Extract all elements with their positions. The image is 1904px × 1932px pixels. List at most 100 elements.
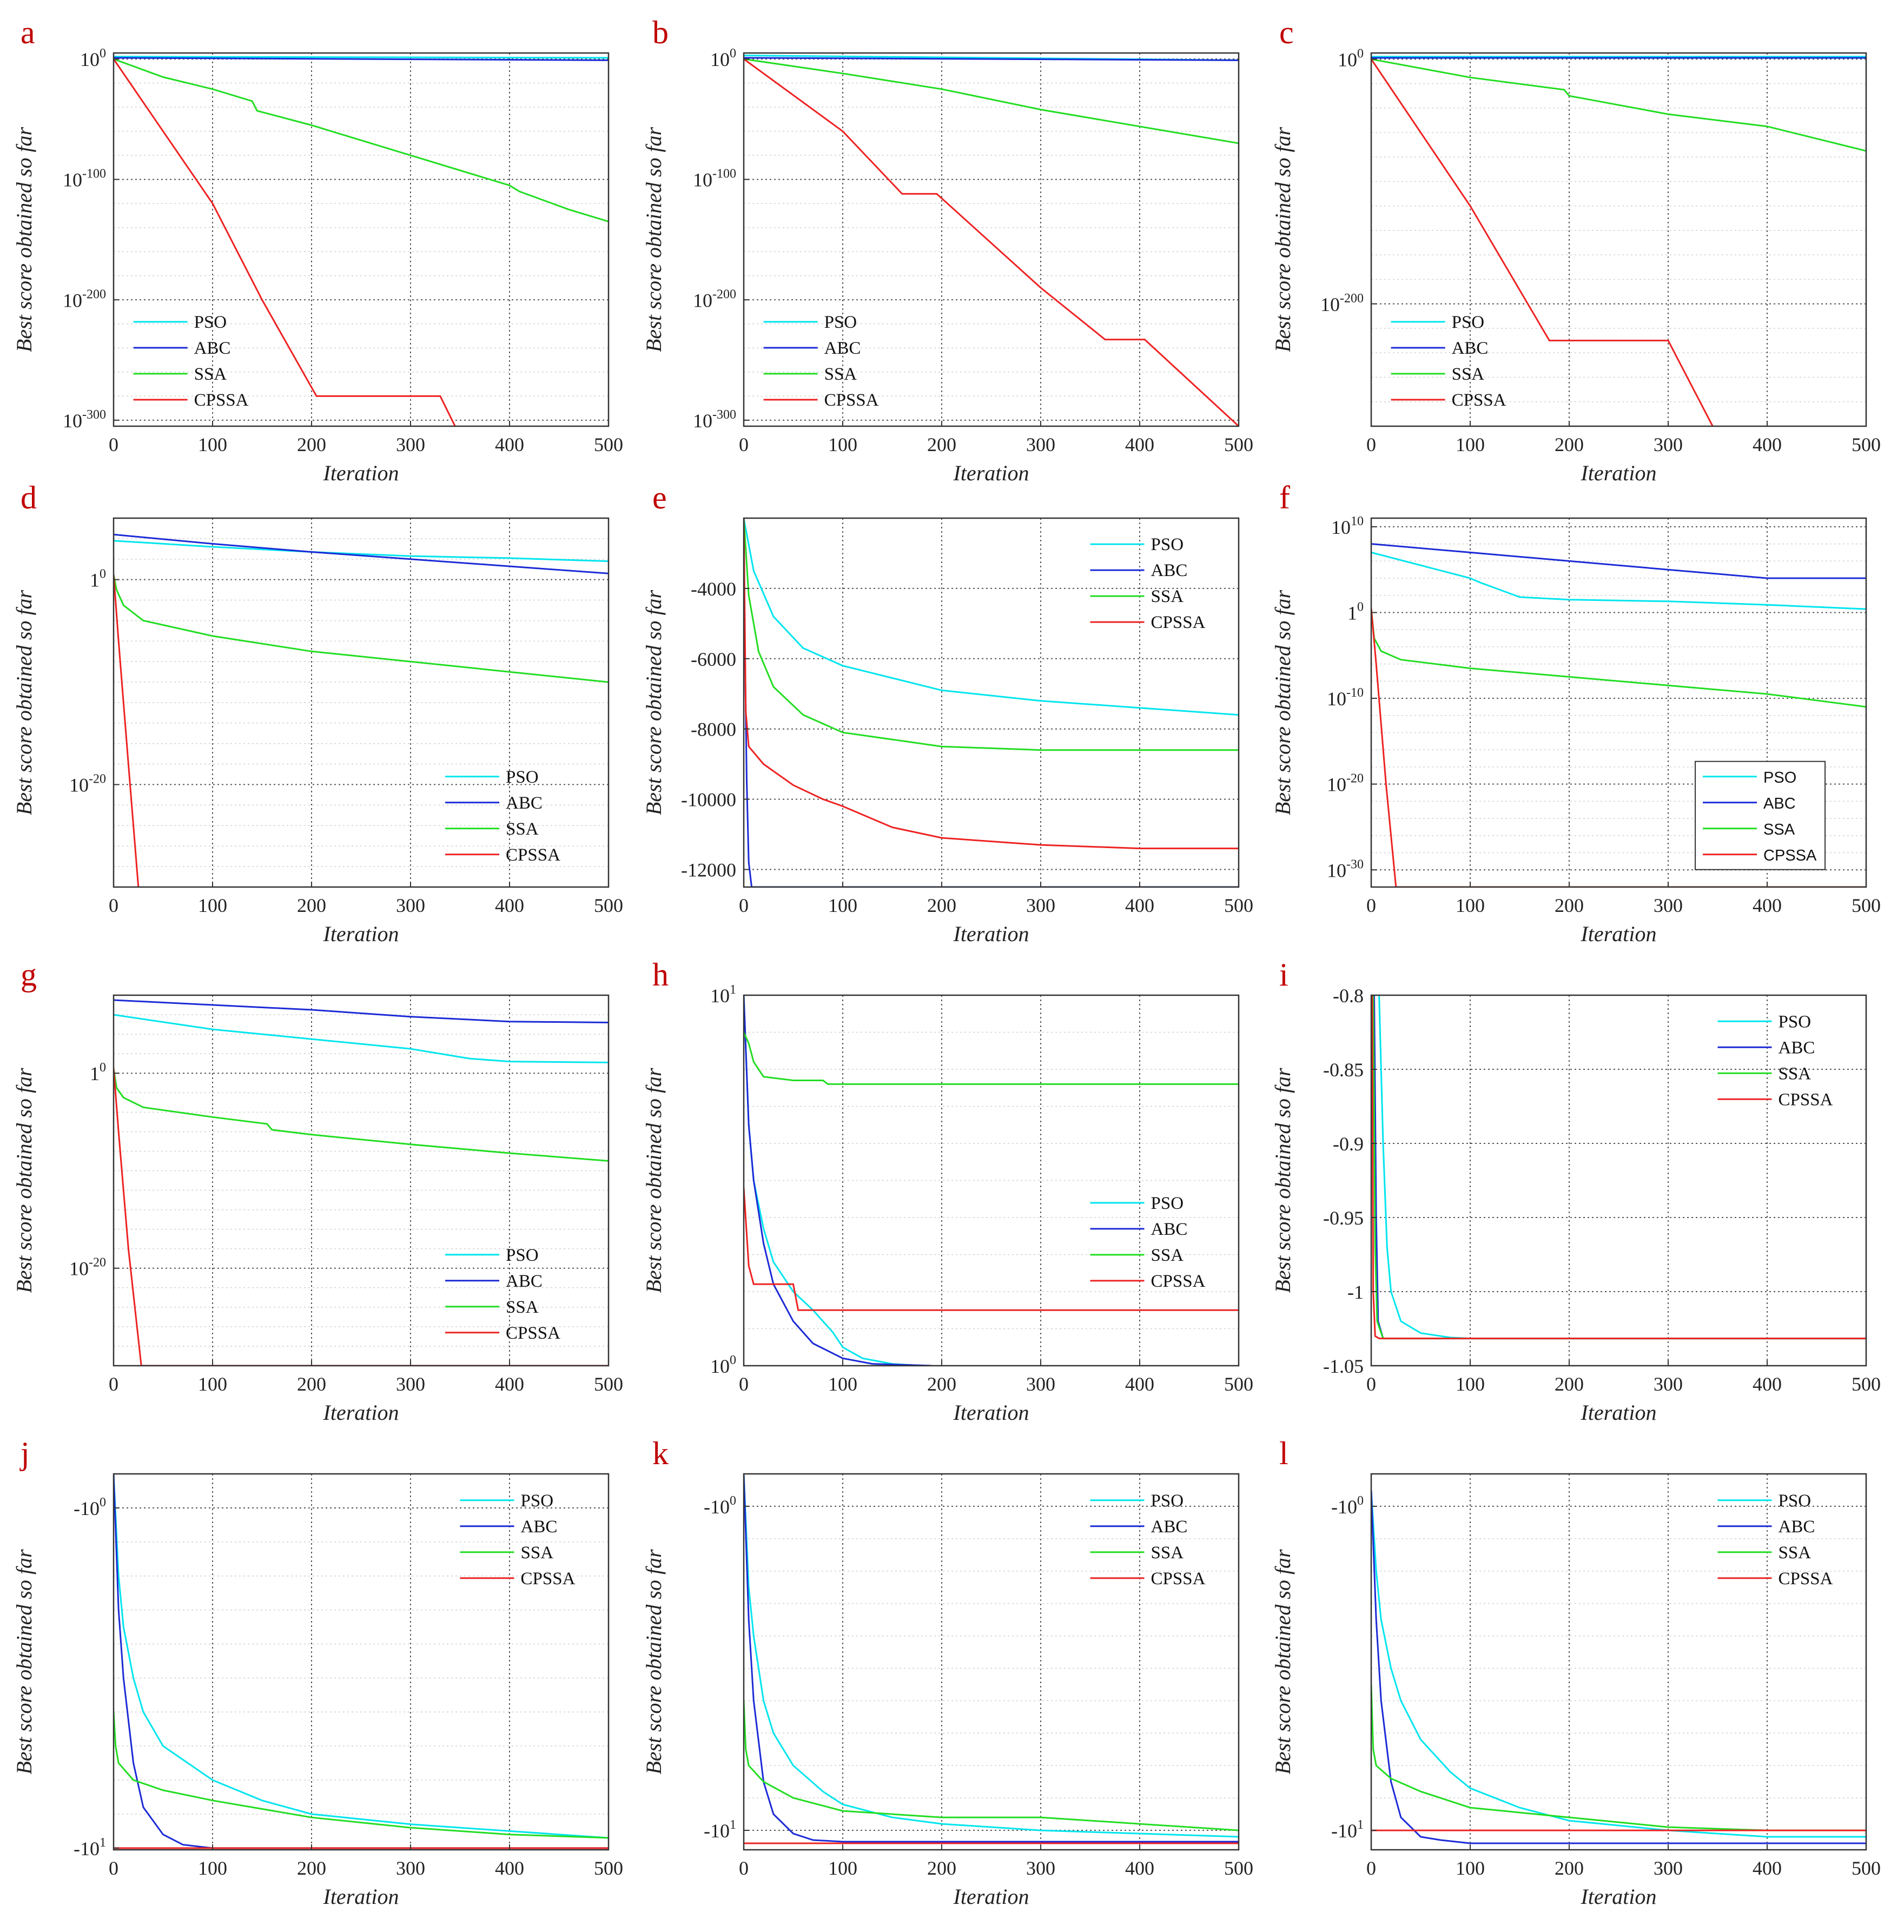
x-tick-label: 200 <box>297 434 326 455</box>
y-tick-label: 10-20 <box>69 772 106 796</box>
x-tick-label: 100 <box>198 895 227 916</box>
panel-letter: k <box>652 1435 669 1471</box>
y-axis-title: Best score obtained so far <box>12 1549 36 1775</box>
x-tick-label: 500 <box>1224 895 1253 916</box>
x-tick-label: 0 <box>739 434 749 455</box>
y-tick-label: -0.9 <box>1333 1133 1364 1155</box>
y-tick-label: -100 <box>1331 1494 1364 1518</box>
y-axis-title: Best score obtained so far <box>1271 590 1295 815</box>
x-tick-label: 0 <box>109 895 118 916</box>
y-axis-title: Best score obtained so far <box>642 590 666 815</box>
x-tick-label: 0 <box>1366 434 1376 455</box>
legend-label-pso: PSO <box>506 767 539 787</box>
legend-label-abc: ABC <box>1151 561 1188 580</box>
panel-letter: f <box>1279 480 1290 515</box>
panel-letter: h <box>652 957 669 993</box>
tick-base: 1 <box>90 570 100 591</box>
x-tick-label: 200 <box>1555 1373 1584 1395</box>
series-line-ssa <box>114 1068 609 1162</box>
axes-frame <box>113 52 610 427</box>
tick-exponent: -20 <box>1346 772 1364 786</box>
x-tick-label: 300 <box>1026 1857 1055 1879</box>
x-tick-label: 300 <box>396 434 425 455</box>
axes-frame <box>1370 1473 1867 1851</box>
x-tick-label: 100 <box>1456 895 1485 916</box>
series-line-ssa <box>114 574 609 683</box>
tick-exponent: 0 <box>730 1494 736 1508</box>
legend-label-abc: ABC <box>521 1517 558 1537</box>
legend: PSO ABC SSA CPSSA <box>1717 1491 1833 1589</box>
axes-frame <box>1370 52 1867 427</box>
legend: PSO ABC SSA CPSSA <box>1090 1491 1206 1589</box>
legend-label-pso: PSO <box>824 313 857 332</box>
legend-label-pso: PSO <box>1779 1491 1812 1511</box>
legend-label-cpssa: CPSSA <box>1763 847 1817 864</box>
plot-area <box>744 518 1239 887</box>
y-tick-label: 10-100 <box>63 167 106 191</box>
legend-label-ssa: SSA <box>1151 1543 1184 1563</box>
legend-label-ssa: SSA <box>506 1298 539 1317</box>
legend-label-abc: ABC <box>506 793 543 813</box>
series-line-abc <box>114 999 609 1023</box>
legend: PSO ABC SSA CPSSA <box>445 1246 560 1343</box>
x-tick-label: 100 <box>828 1857 857 1879</box>
y-tick-label: 10-300 <box>63 408 106 432</box>
chart-panel-e: e 0 100 200 300 400 500 -4000 -6000 -8000 -10000 -1… <box>642 480 1253 946</box>
x-tick-label: 200 <box>927 434 956 455</box>
y-tick-label: -0.95 <box>1323 1207 1364 1229</box>
x-tick-label: 0 <box>739 1373 749 1395</box>
tick-base: 1 <box>90 1063 100 1084</box>
x-tick-label: 300 <box>1654 895 1683 916</box>
tick-exponent: 0 <box>100 47 106 61</box>
tick-exponent: -100 <box>82 167 106 181</box>
legend-box <box>1695 760 1826 870</box>
tick-exponent: -20 <box>89 772 106 786</box>
x-tick-label: 500 <box>1852 1857 1881 1879</box>
series-line-abc <box>114 1474 609 1849</box>
x-tick-label: 100 <box>1456 434 1485 455</box>
series-line-cpssa <box>1371 58 1714 426</box>
tick-base: 10 <box>693 169 712 191</box>
x-tick-label: 200 <box>1555 434 1584 455</box>
x-tick-label: 400 <box>495 895 524 916</box>
x-axis-title: Iteration <box>1581 1400 1657 1425</box>
x-tick-label: 0 <box>739 895 749 916</box>
legend-label-pso: PSO <box>194 313 227 332</box>
x-tick-label: 300 <box>396 1373 425 1395</box>
x-tick-label: 400 <box>1125 1373 1154 1395</box>
legend-label-cpssa: CPSSA <box>1779 1090 1833 1109</box>
tick-exponent: 0 <box>100 567 106 581</box>
x-tick-label: 200 <box>927 1373 956 1395</box>
series-line-ssa <box>1371 1684 1866 1831</box>
legend-label-abc: ABC <box>824 339 861 358</box>
x-tick-label: 200 <box>297 895 326 916</box>
y-tick-label: 10 <box>90 1061 106 1084</box>
axes-frame <box>113 994 610 1367</box>
y-axis-title: Best score obtained so far <box>1271 127 1295 352</box>
x-tick-label: 200 <box>927 1857 956 1879</box>
tick-exponent: 10 <box>1351 514 1364 528</box>
legend-label-cpssa: CPSSA <box>824 391 879 410</box>
series-line-abc <box>114 57 609 61</box>
tick-exponent: -10 <box>1346 686 1364 700</box>
series-line-pso <box>114 1474 609 1839</box>
x-tick-label: 100 <box>828 895 857 916</box>
legend-label-pso: PSO <box>506 1246 539 1265</box>
x-axis-title: Iteration <box>953 922 1029 946</box>
y-axis-title: Best score obtained so far <box>12 127 36 352</box>
series-line-cpssa <box>744 58 1239 426</box>
y-tick-label: -1 <box>1347 1281 1364 1303</box>
axes-frame <box>743 994 1240 1367</box>
series-line-pso <box>1371 551 1866 610</box>
legend-label-pso: PSO <box>1151 1194 1184 1213</box>
x-tick-label: 0 <box>1366 895 1376 916</box>
y-tick-label: -4000 <box>691 578 736 600</box>
series-line-abc <box>1371 543 1866 579</box>
legend-label-cpssa: CPSSA <box>506 1324 560 1343</box>
legend-label-abc: ABC <box>194 339 231 358</box>
tick-exponent: -200 <box>82 287 106 301</box>
legend-label-ssa: SSA <box>1779 1064 1812 1083</box>
x-tick-label: 300 <box>396 895 425 916</box>
